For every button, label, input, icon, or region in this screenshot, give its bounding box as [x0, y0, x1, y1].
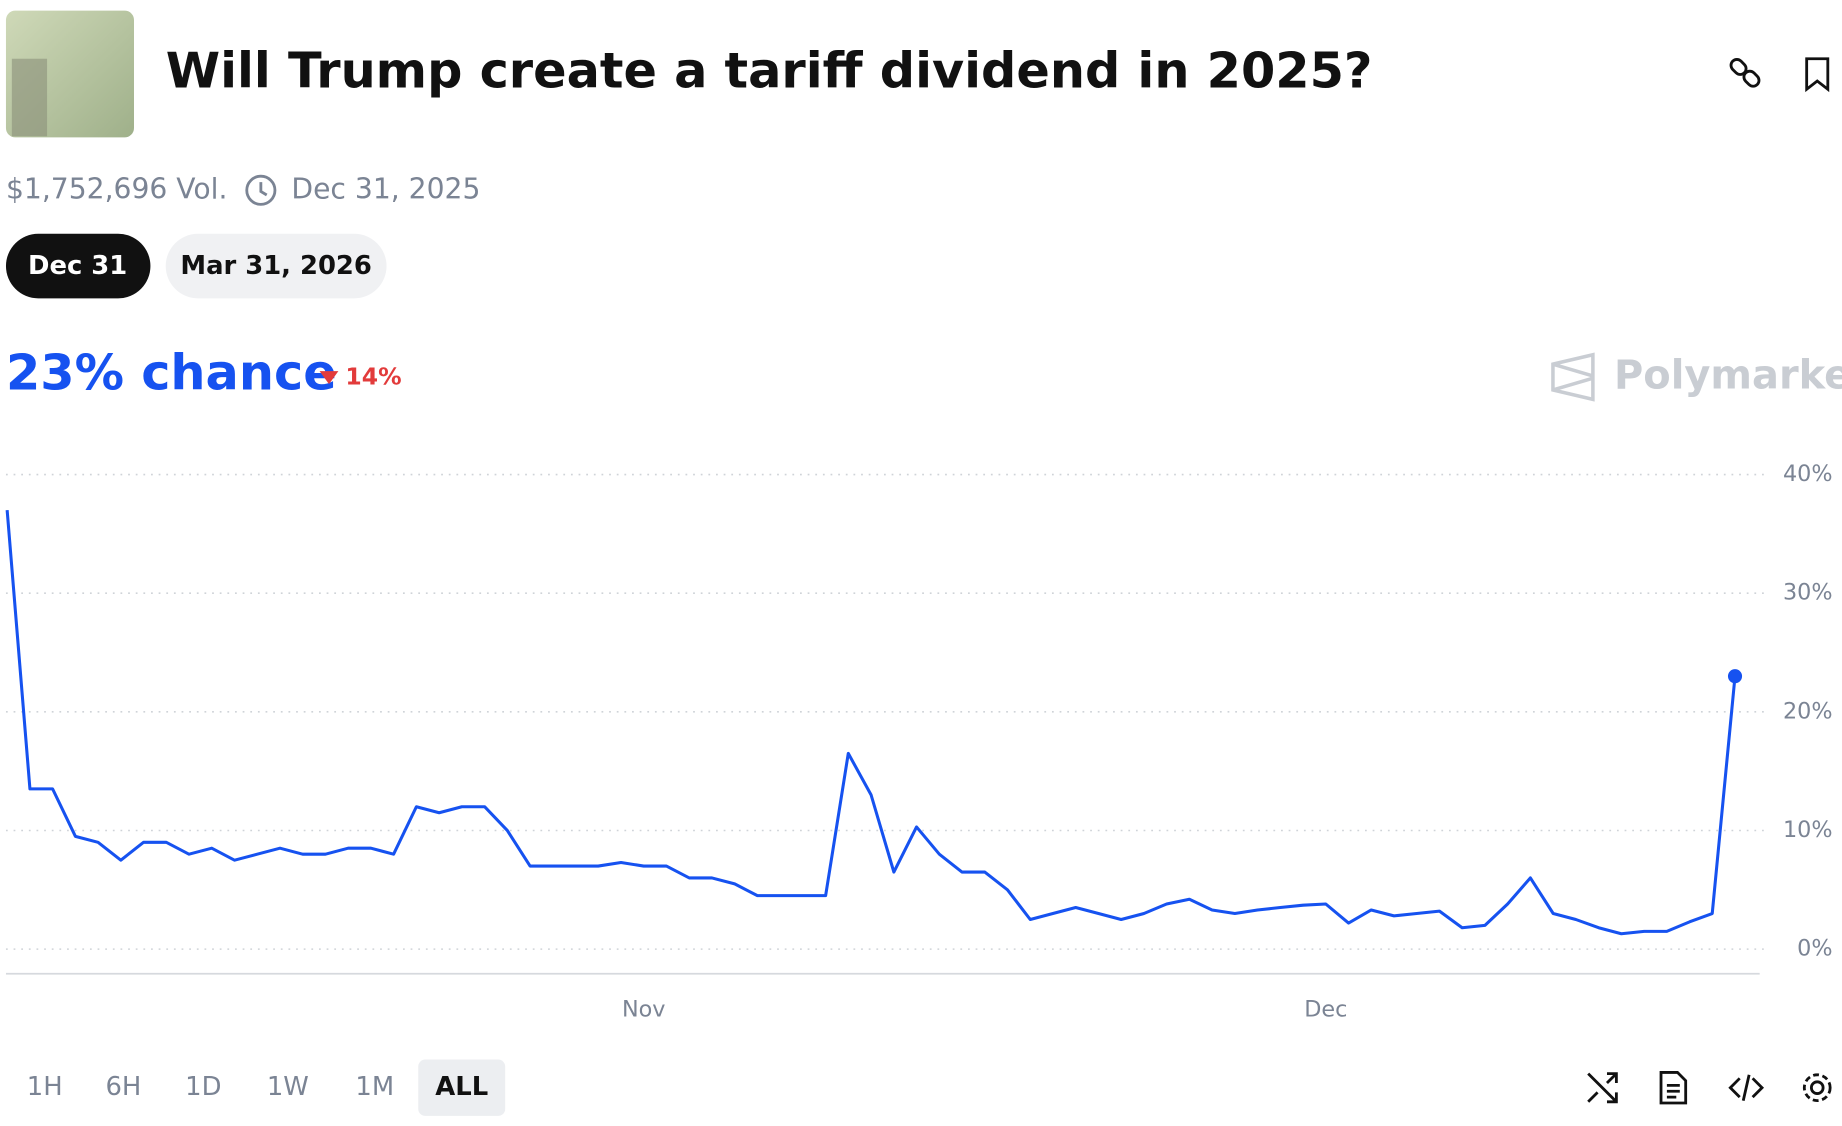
range-active[interactable] [418, 1059, 506, 1116]
clock-hands [259, 182, 268, 197]
tab[interactable] [165, 233, 387, 299]
tab-active[interactable] [5, 233, 151, 299]
price-line [5, 510, 1737, 936]
bookmark-icon[interactable] [1805, 57, 1830, 93]
thumbnail-figure [11, 58, 48, 137]
title: Will Trump create a tariff dividend in 2… [166, 42, 1373, 100]
range-button[interactable]: ALL [435, 1072, 488, 1102]
settings-icon[interactable] [1809, 1080, 1825, 1095]
brand: Polymarket [1614, 353, 1842, 399]
last-point [1727, 669, 1743, 684]
x-tick-label: Dec [1304, 997, 1347, 1023]
clock-icon [245, 174, 277, 206]
y-tick-label: 30% [1783, 580, 1833, 606]
chance: 23% chance [6, 343, 337, 401]
y-tick-label: 40% [1783, 461, 1833, 487]
link-icon[interactable] [1729, 57, 1762, 89]
end-date: Dec 31, 2025 [291, 172, 480, 205]
range-buttons: 1H 6H 1D 1W 1M ALL [27, 1059, 506, 1116]
settings-gear[interactable] [1802, 1073, 1832, 1103]
y-tick-label: 20% [1783, 698, 1833, 724]
change: 14% [345, 363, 401, 391]
y-tick-label: 0% [1797, 936, 1832, 962]
plot: 0% 10% 20% 30% 40% Nov Dec [5, 461, 1833, 1023]
shuffle-icon[interactable] [1587, 1072, 1618, 1104]
range-button[interactable]: 1H [27, 1072, 63, 1102]
range-button[interactable]: 1D [185, 1072, 221, 1102]
x-tick-label: Nov [622, 997, 666, 1023]
down-arrow [319, 371, 339, 385]
range-button[interactable]: 1M [355, 1072, 394, 1102]
embed-icon[interactable] [1728, 1074, 1765, 1101]
range-button[interactable]: 1W [267, 1072, 309, 1102]
range-button[interactable]: 6H [105, 1072, 141, 1102]
tab-label[interactable]: Dec 31 [28, 251, 127, 281]
y-tick-label: 10% [1783, 817, 1833, 843]
volume: $1,752,696 Vol. [6, 172, 227, 205]
tab-label[interactable]: Mar 31, 2026 [180, 251, 372, 281]
doc-icon[interactable] [1659, 1071, 1688, 1105]
toolbar [1587, 1071, 1832, 1105]
brand-logo [1551, 352, 1595, 402]
